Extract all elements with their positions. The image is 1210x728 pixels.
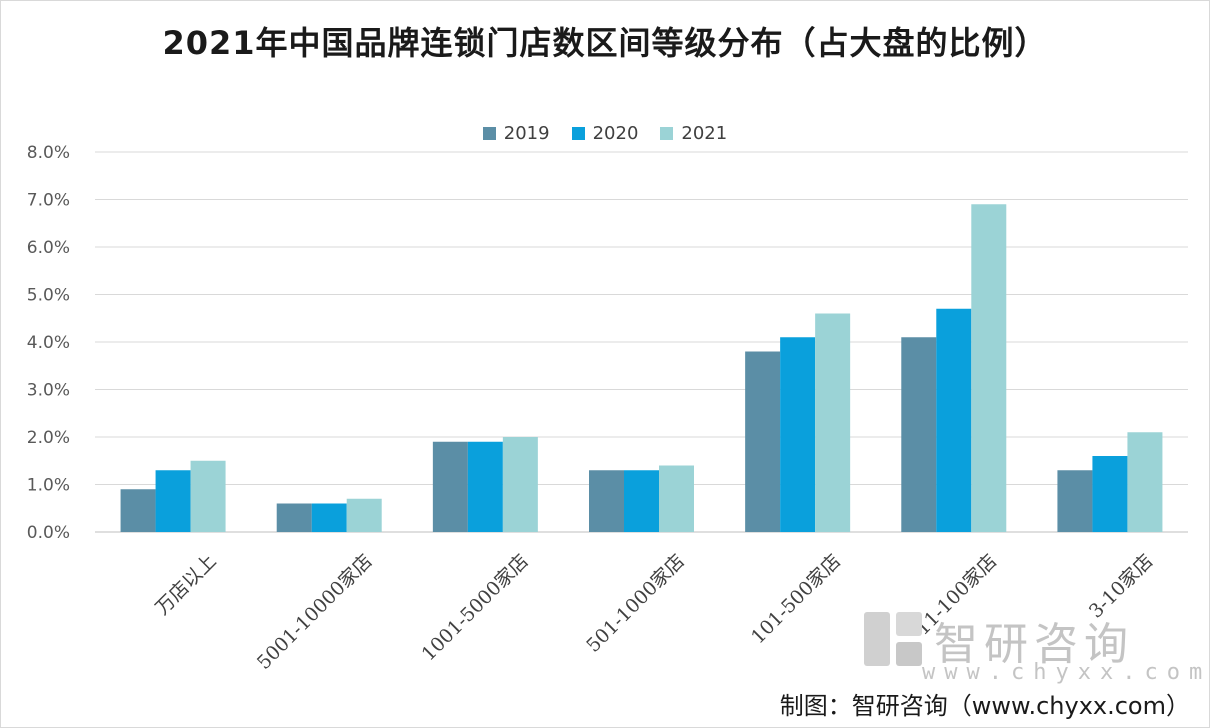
legend-item-2021: 2021 (660, 123, 727, 144)
bar-2021-1 (346, 498, 382, 532)
watermark-url: www.chyxx.com (922, 660, 1210, 685)
bar-2020-4 (780, 337, 816, 532)
x-tick-label: 1001-5000家店 (418, 550, 533, 665)
y-tick-label: 5.0% (27, 286, 70, 306)
bar-2021-0 (190, 460, 226, 532)
legend-item-2020: 2020 (571, 123, 639, 144)
bar-2019-2 (432, 441, 468, 532)
brand-logo-icon (864, 612, 922, 666)
y-tick-label: 3.0% (27, 381, 70, 401)
bar-2020-0 (155, 470, 191, 532)
x-tick-label: 501-1000家店 (582, 550, 689, 657)
bar-2021-3 (659, 465, 694, 532)
bar-2019-5 (901, 337, 937, 532)
y-tick-label: 7.0% (27, 191, 70, 211)
watermark: 智研咨询 www.chyxx.com (862, 606, 1202, 686)
watermark-brand-name: 智研咨询 (934, 619, 1134, 670)
legend-item-2019: 2019 (482, 123, 550, 144)
bar-2019-0 (120, 489, 156, 532)
y-tick-label: 4.0% (27, 333, 70, 353)
bar-2021-4 (815, 313, 851, 532)
legend-label: 2021 (681, 123, 728, 144)
legend: 2019 2020 2021 (0, 123, 1210, 144)
chart-title: 2021年中国品牌连锁门店数区间等级分布（占大盘的比例） (162, 24, 1048, 62)
x-tick-label: 万店以上 (151, 550, 220, 619)
source-credit: 制图：智研咨询（www.chyxx.com） (779, 692, 1190, 720)
y-tick-label: 8.0% (27, 143, 70, 163)
legend-swatch (571, 127, 585, 140)
legend-label: 2020 (592, 123, 639, 144)
bar-2021-6 (1127, 432, 1163, 532)
bar-2019-4 (745, 351, 781, 532)
y-tick-label: 2.0% (27, 428, 70, 448)
legend-swatch (482, 127, 496, 140)
bar-2019-1 (276, 503, 312, 532)
bar-2019-3 (589, 470, 624, 532)
x-tick-label: 101-500家店 (747, 550, 845, 648)
y-tick-label: 6.0% (27, 238, 70, 258)
legend-swatch (660, 127, 674, 140)
bar-2020-6 (1092, 456, 1128, 532)
y-tick-label: 1.0% (27, 476, 70, 496)
bar-2020-5 (936, 308, 972, 532)
bar-2021-2 (502, 437, 538, 532)
x-tick-label: 5001-10000家店 (253, 550, 377, 674)
bar-2020-2 (467, 441, 503, 532)
bar-2020-3 (624, 470, 659, 532)
bar-2021-5 (971, 204, 1007, 532)
bar-2019-6 (1057, 470, 1093, 532)
legend-label: 2019 (503, 123, 550, 144)
bar-2020-1 (311, 503, 347, 532)
y-tick-label: 0.0% (27, 523, 70, 543)
